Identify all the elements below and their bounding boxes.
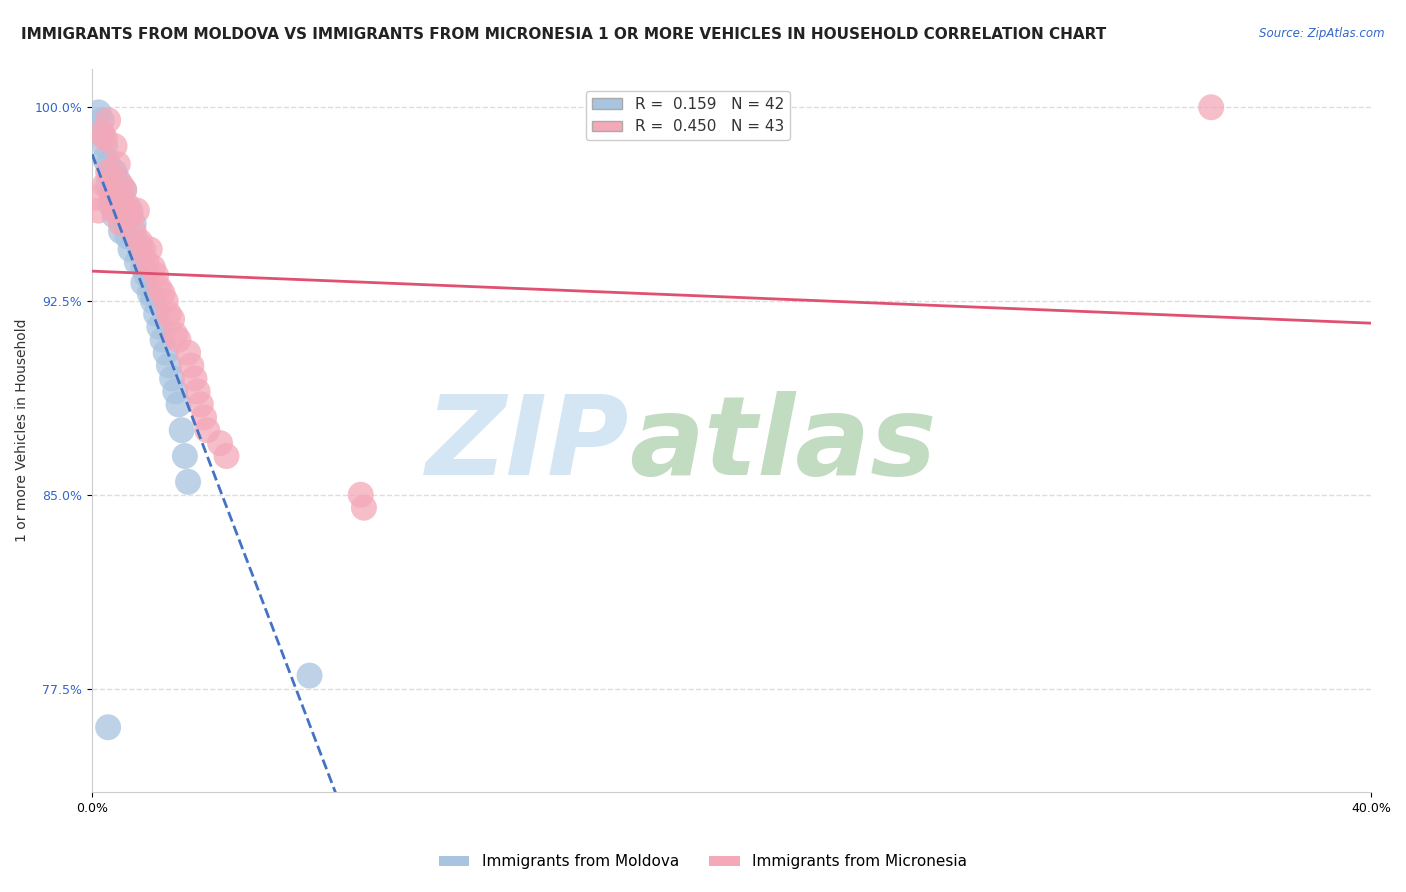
Point xyxy=(155,293,177,308)
Point xyxy=(195,423,218,437)
Point xyxy=(120,203,142,218)
Point xyxy=(215,449,238,463)
Point xyxy=(125,203,148,218)
Point xyxy=(145,307,167,321)
Point xyxy=(298,668,321,682)
Point xyxy=(353,500,375,515)
Point xyxy=(122,217,145,231)
Text: ZIP: ZIP xyxy=(426,392,630,498)
Point xyxy=(152,333,174,347)
Point xyxy=(97,720,120,734)
Point xyxy=(132,260,155,275)
Point xyxy=(103,139,125,153)
Point xyxy=(350,488,373,502)
Text: Source: ZipAtlas.com: Source: ZipAtlas.com xyxy=(1260,27,1385,40)
Point xyxy=(193,410,215,425)
Point xyxy=(97,178,120,192)
Point xyxy=(165,384,187,399)
Point xyxy=(100,183,122,197)
Point xyxy=(177,475,200,489)
Point xyxy=(125,235,148,249)
Point xyxy=(173,449,195,463)
Point xyxy=(152,286,174,301)
Point xyxy=(120,243,142,257)
Point xyxy=(107,172,129,186)
Point xyxy=(167,333,190,347)
Point xyxy=(129,235,152,249)
Point xyxy=(97,165,120,179)
Point xyxy=(135,268,157,283)
Legend: Immigrants from Moldova, Immigrants from Micronesia: Immigrants from Moldova, Immigrants from… xyxy=(433,848,973,875)
Point xyxy=(142,293,165,308)
Point xyxy=(112,183,135,197)
Point xyxy=(90,113,112,128)
Point xyxy=(122,224,145,238)
Point xyxy=(138,243,160,257)
Point xyxy=(209,436,232,450)
Point xyxy=(132,276,155,290)
Point xyxy=(112,217,135,231)
Point xyxy=(165,327,187,342)
Point xyxy=(103,203,125,218)
Point xyxy=(117,198,139,212)
Point xyxy=(87,203,110,218)
Point xyxy=(97,113,120,128)
Point xyxy=(107,203,129,218)
Point xyxy=(90,126,112,140)
Point xyxy=(117,229,139,244)
Point xyxy=(94,131,117,145)
Point xyxy=(1199,100,1222,114)
Point xyxy=(120,209,142,223)
Point xyxy=(132,243,155,257)
Point xyxy=(177,345,200,359)
Point xyxy=(180,359,202,373)
Point xyxy=(100,191,122,205)
Point xyxy=(107,157,129,171)
Point xyxy=(155,345,177,359)
Point xyxy=(125,255,148,269)
Point xyxy=(103,165,125,179)
Point xyxy=(94,178,117,192)
Text: IMMIGRANTS FROM MOLDOVA VS IMMIGRANTS FROM MICRONESIA 1 OR MORE VEHICLES IN HOUS: IMMIGRANTS FROM MOLDOVA VS IMMIGRANTS FR… xyxy=(21,27,1107,42)
Point xyxy=(160,371,183,385)
Point xyxy=(190,397,212,411)
Point xyxy=(87,105,110,120)
Point xyxy=(157,307,180,321)
Point xyxy=(84,191,107,205)
Point xyxy=(170,423,193,437)
Point xyxy=(135,255,157,269)
Point xyxy=(112,183,135,197)
Point xyxy=(94,139,117,153)
Point xyxy=(187,384,209,399)
Point xyxy=(110,191,132,205)
Point xyxy=(183,371,205,385)
Point xyxy=(103,209,125,223)
Point xyxy=(157,359,180,373)
Point xyxy=(110,217,132,231)
Point xyxy=(110,224,132,238)
Legend: R =  0.159   N = 42, R =  0.450   N = 43: R = 0.159 N = 42, R = 0.450 N = 43 xyxy=(586,91,790,140)
Point xyxy=(97,157,120,171)
Point xyxy=(142,260,165,275)
Point xyxy=(110,178,132,192)
Point xyxy=(94,152,117,166)
Y-axis label: 1 or more Vehicles in Household: 1 or more Vehicles in Household xyxy=(15,318,30,542)
Point xyxy=(148,319,170,334)
Point xyxy=(100,198,122,212)
Point xyxy=(167,397,190,411)
Point xyxy=(138,286,160,301)
Point xyxy=(148,281,170,295)
Text: atlas: atlas xyxy=(630,392,936,498)
Point xyxy=(129,243,152,257)
Point xyxy=(160,312,183,326)
Point xyxy=(90,126,112,140)
Point xyxy=(145,268,167,283)
